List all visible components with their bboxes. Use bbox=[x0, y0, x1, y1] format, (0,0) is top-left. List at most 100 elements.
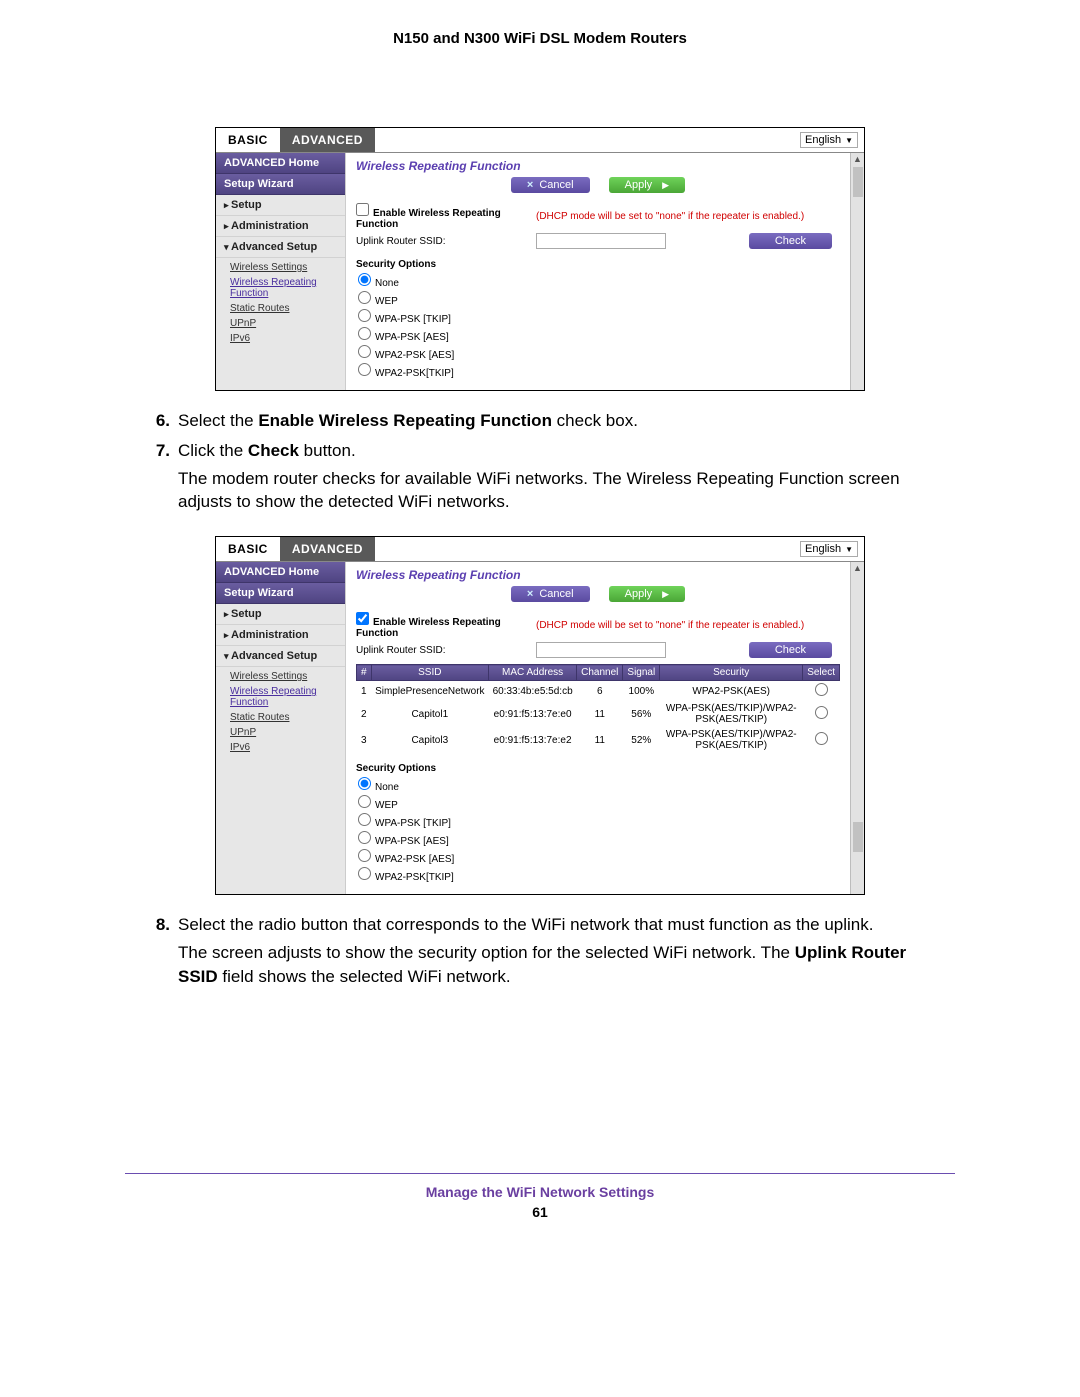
sec-wpa-tkip-label: WPA-PSK [TKIP] bbox=[375, 314, 451, 325]
sec-wpa2-tkip-label: WPA2-PSK[TKIP] bbox=[375, 368, 454, 379]
sec-wpa-aes-radio[interactable] bbox=[358, 327, 371, 340]
sec-wep-radio[interactable] bbox=[358, 291, 371, 304]
scroll-thumb[interactable] bbox=[853, 167, 863, 197]
tab-advanced[interactable]: ADVANCED bbox=[280, 128, 375, 152]
sublink-upnp[interactable]: UPnP bbox=[230, 316, 345, 331]
sidebar-advanced-home-2[interactable]: ADVANCED Home bbox=[216, 562, 345, 583]
enable-repeating-checkbox-2[interactable] bbox=[356, 612, 369, 625]
select-network-radio[interactable] bbox=[815, 732, 828, 745]
sublink-upnp-2[interactable]: UPnP bbox=[230, 725, 345, 740]
sidebar-setup-wizard[interactable]: Setup Wizard bbox=[216, 174, 345, 195]
networks-table: # SSID MAC Address Channel Signal Securi… bbox=[356, 664, 840, 753]
sec-none-radio-2[interactable] bbox=[358, 777, 371, 790]
sublink-wireless-repeating-2[interactable]: Wireless Repeating Function bbox=[230, 684, 345, 710]
sidebar-advanced-setup-2[interactable]: Advanced Setup bbox=[216, 646, 345, 667]
uplink-ssid-input[interactable] bbox=[536, 233, 666, 249]
sec-wpa2-tkip-label-2: WPA2-PSK[TKIP] bbox=[375, 872, 454, 883]
sublink-wireless-settings[interactable]: Wireless Settings bbox=[230, 260, 345, 275]
close-icon: × bbox=[527, 588, 533, 600]
cell: e0:91:f5:13:7e:e2 bbox=[489, 727, 577, 753]
cell: 11 bbox=[577, 727, 623, 753]
col-signal: Signal bbox=[623, 665, 660, 681]
enable-repeating-label: Enable Wireless Repeating Function bbox=[356, 208, 501, 230]
apply-button[interactable]: Apply▶ bbox=[609, 177, 685, 193]
panel-title: Wireless Repeating Function bbox=[356, 159, 840, 173]
enable-repeating-checkbox[interactable] bbox=[356, 203, 369, 216]
security-options-title-2: Security Options bbox=[356, 763, 840, 774]
sec-wep-radio-2[interactable] bbox=[358, 795, 371, 808]
cell: e0:91:f5:13:7e:e0 bbox=[489, 701, 577, 727]
cell: 2 bbox=[357, 701, 372, 727]
dhcp-note-2: (DHCP mode will be set to "none" if the … bbox=[536, 620, 804, 631]
sidebar-setup-2[interactable]: Setup bbox=[216, 604, 345, 625]
content-panel: Wireless Repeating Function × Cancel Appl… bbox=[346, 153, 850, 390]
close-icon: × bbox=[527, 179, 533, 191]
sidebar-advanced-home[interactable]: ADVANCED Home bbox=[216, 153, 345, 174]
scrollbar-2[interactable]: ▲ bbox=[850, 562, 864, 894]
step7-text: Click the Check button. The modem router… bbox=[178, 439, 930, 518]
chevron-down-icon: ▼ bbox=[845, 136, 853, 145]
col-select: Select bbox=[803, 665, 840, 681]
col-channel: Channel bbox=[577, 665, 623, 681]
scrollbar[interactable]: ▲ bbox=[850, 153, 864, 390]
scroll-thumb-2[interactable] bbox=[853, 822, 863, 852]
check-button-2[interactable]: Check bbox=[749, 642, 832, 658]
step8-number: 8. bbox=[150, 913, 178, 992]
sublink-static-routes[interactable]: Static Routes bbox=[230, 301, 345, 316]
scroll-up-icon: ▲ bbox=[853, 562, 862, 574]
cell: 1 bbox=[357, 681, 372, 702]
apply-label-2: Apply bbox=[625, 588, 653, 600]
step7-number: 7. bbox=[150, 439, 178, 518]
sublink-ipv6[interactable]: IPv6 bbox=[230, 331, 345, 346]
sidebar-setup-wizard-2[interactable]: Setup Wizard bbox=[216, 583, 345, 604]
apply-label: Apply bbox=[625, 179, 653, 191]
language-label-2: English bbox=[805, 543, 841, 555]
footer-divider bbox=[125, 1173, 955, 1174]
sec-wpa2-tkip-radio[interactable] bbox=[358, 363, 371, 376]
screenshot-2: BASIC ADVANCED English ▼ ADVANCED Home S… bbox=[215, 536, 865, 895]
cancel-button[interactable]: × Cancel bbox=[511, 177, 590, 193]
sec-none-label-2: None bbox=[375, 782, 399, 793]
cancel-button-2[interactable]: ×Cancel bbox=[511, 586, 590, 602]
cancel-label: Cancel bbox=[539, 179, 573, 191]
sec-wep-label: WEP bbox=[375, 296, 398, 307]
dhcp-note: (DHCP mode will be set to "none" if the … bbox=[536, 211, 804, 222]
sidebar-advanced-setup[interactable]: Advanced Setup bbox=[216, 237, 345, 258]
table-row: 1 SimplePresenceNetwork 60:33:4b:e5:5d:c… bbox=[357, 681, 840, 702]
sec-wpa2-aes-label-2: WPA2-PSK [AES] bbox=[375, 854, 454, 865]
step6-text: Select the Enable Wireless Repeating Fun… bbox=[178, 409, 930, 433]
check-button[interactable]: Check bbox=[749, 233, 832, 249]
select-network-radio[interactable] bbox=[815, 683, 828, 696]
sec-wpa2-aes-label: WPA2-PSK [AES] bbox=[375, 350, 454, 361]
sec-none-radio[interactable] bbox=[358, 273, 371, 286]
sec-wpa-aes-radio-2[interactable] bbox=[358, 831, 371, 844]
language-dropdown[interactable]: English ▼ bbox=[800, 132, 858, 148]
tab-basic[interactable]: BASIC bbox=[216, 128, 280, 152]
language-dropdown-2[interactable]: English ▼ bbox=[800, 541, 858, 557]
arrow-right-icon: ▶ bbox=[662, 589, 669, 599]
sec-wpa-aes-label-2: WPA-PSK [AES] bbox=[375, 836, 449, 847]
table-row: 2 Capitol1 e0:91:f5:13:7e:e0 11 56% WPA-… bbox=[357, 701, 840, 727]
cell: 60:33:4b:e5:5d:cb bbox=[489, 681, 577, 702]
sublink-wireless-repeating[interactable]: Wireless Repeating Function bbox=[230, 275, 345, 301]
tab-basic-2[interactable]: BASIC bbox=[216, 537, 280, 561]
sec-wpa2-tkip-radio-2[interactable] bbox=[358, 867, 371, 880]
sidebar-administration-2[interactable]: Administration bbox=[216, 625, 345, 646]
enable-repeating-label-2: Enable Wireless Repeating Function bbox=[356, 617, 501, 639]
sec-wpa-tkip-radio-2[interactable] bbox=[358, 813, 371, 826]
select-network-radio[interactable] bbox=[815, 706, 828, 719]
cell: 52% bbox=[623, 727, 660, 753]
cell: Capitol1 bbox=[371, 701, 489, 727]
uplink-ssid-input-2[interactable] bbox=[536, 642, 666, 658]
sublink-ipv6-2[interactable]: IPv6 bbox=[230, 740, 345, 755]
sec-wpa-tkip-radio[interactable] bbox=[358, 309, 371, 322]
tab-advanced-2[interactable]: ADVANCED bbox=[280, 537, 375, 561]
sidebar-administration[interactable]: Administration bbox=[216, 216, 345, 237]
sec-wpa2-aes-radio-2[interactable] bbox=[358, 849, 371, 862]
cell: 11 bbox=[577, 701, 623, 727]
sublink-static-routes-2[interactable]: Static Routes bbox=[230, 710, 345, 725]
sidebar-setup[interactable]: Setup bbox=[216, 195, 345, 216]
sec-wpa2-aes-radio[interactable] bbox=[358, 345, 371, 358]
apply-button-2[interactable]: Apply ▶ bbox=[609, 586, 685, 602]
sublink-wireless-settings-2[interactable]: Wireless Settings bbox=[230, 669, 345, 684]
